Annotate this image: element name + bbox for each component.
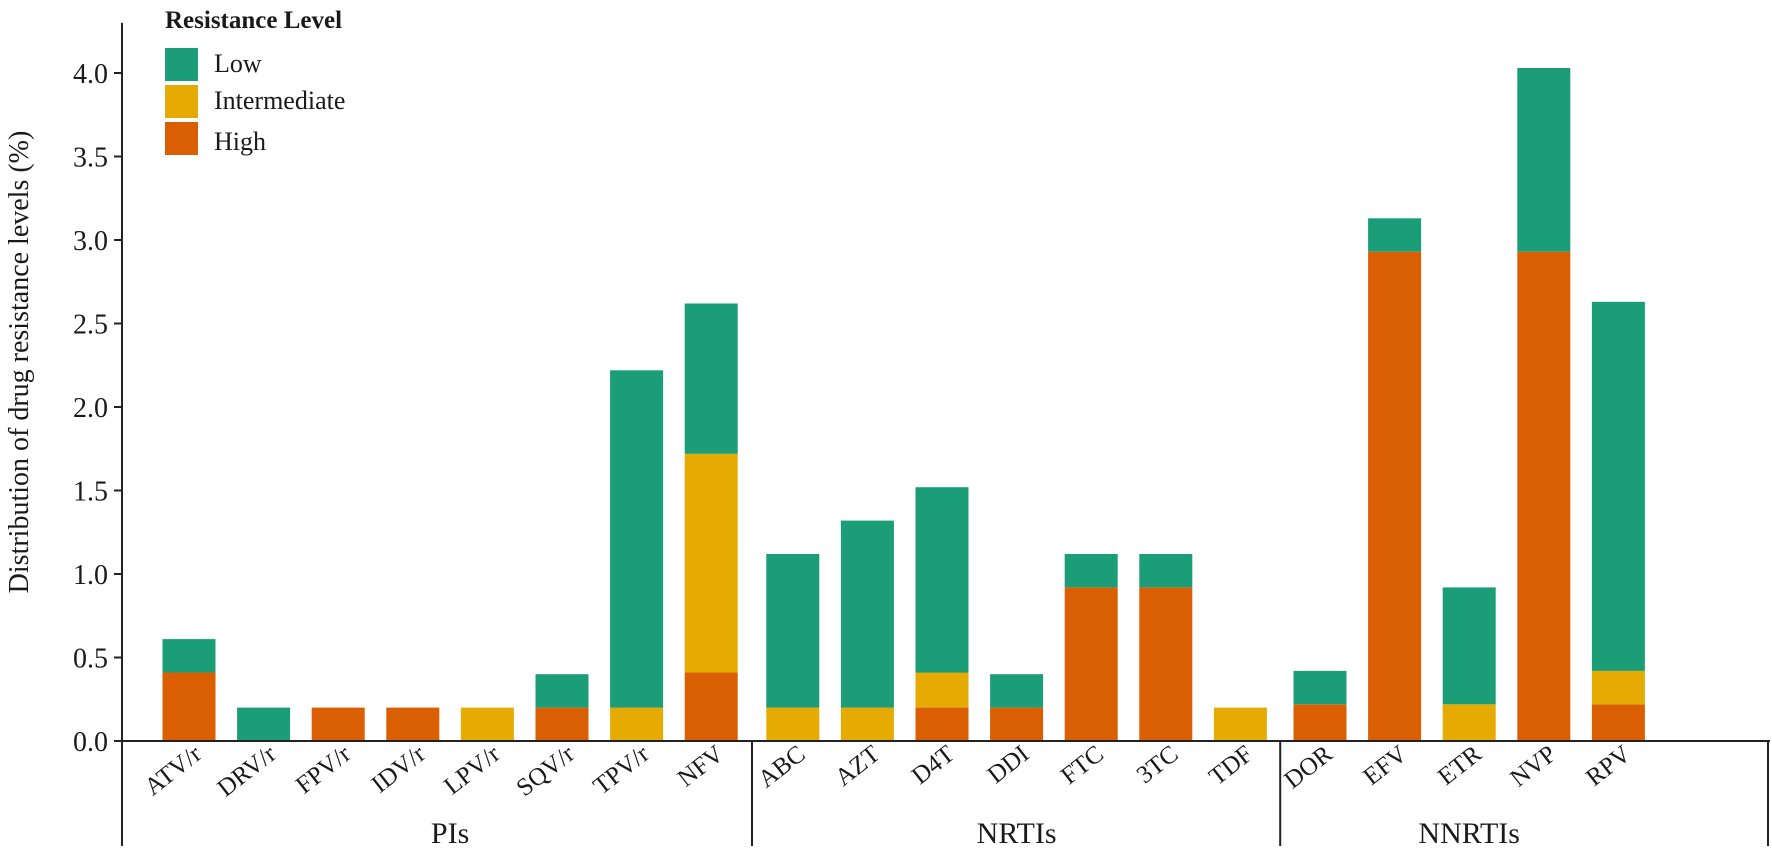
bar-azt-low [840,520,894,708]
bar-ftc-low [1064,554,1118,588]
bar-azt-intermediate [840,707,894,741]
bar-nvp-high [1517,251,1571,741]
bar-3tc-low [1139,554,1193,588]
x-tick-label: FPV/r [291,740,356,799]
x-tick-label: ETR [1433,740,1487,791]
legend-swatch-intermediate [165,85,198,118]
y-tick-label: 4.0 [73,59,108,90]
x-tick-label: ABC [753,740,810,793]
bar-d4t-high [915,707,969,741]
bar-dor-low [1293,670,1347,705]
y-tick-label: 2.0 [73,393,108,424]
bar-d4t-low [915,487,969,673]
y-tick-label: 0.0 [73,727,108,758]
bar-atvr-high [162,672,216,741]
bar-drvr-low [237,707,291,741]
bar-etr-low [1442,587,1496,705]
bar-ftc-high [1064,587,1118,741]
bar-tdf-intermediate [1213,707,1267,741]
x-tick-label: DOR [1279,740,1337,794]
bar-nvp-low [1517,68,1571,252]
bar-efv-low [1368,218,1422,252]
x-tick-label: IDV/r [367,740,431,798]
legend: Resistance Level Low Intermediate High [165,7,345,156]
group-label-nrtis: NRTIs [977,817,1057,850]
legend-label-high: High [214,127,266,156]
bar-abc-low [766,554,820,708]
bar-nfv-high [684,672,738,741]
group-label-nnrtis: NNRTIs [1418,817,1520,850]
x-tick-label: TDF [1204,740,1258,790]
bar-dor-high [1293,704,1347,741]
bar-rpv-low [1591,301,1645,671]
bar-rpv-high [1591,704,1645,741]
x-tick-label: RPV [1581,740,1636,791]
bar-sqvr-high [535,707,589,741]
bar-rpv-intermediate [1591,670,1645,705]
legend-label-low: Low [214,49,262,78]
bar-atvr-low [162,639,216,673]
x-tick-label: D4T [907,740,960,789]
y-tick-label: 2.5 [73,310,108,341]
legend-label-intermediate: Intermediate [214,86,345,115]
x-tick-label: NFV [673,740,729,792]
x-tick-label: DDI [983,740,1035,789]
bar-tpvr-intermediate [610,707,664,741]
x-tick-label: TPV/r [588,740,654,800]
bar-tpvr-low [610,370,664,708]
bar-efv-high [1368,251,1422,741]
legend-swatch-low [165,48,198,81]
y-tick-label: 3.0 [73,226,108,257]
x-tick-label: FTC [1056,740,1109,790]
bar-sqvr-low [535,674,589,708]
bar-3tc-high [1139,587,1193,741]
x-tick-label: AZT [830,740,885,791]
bar-lpvr-intermediate [460,707,514,741]
x-tick-label: EFV [1358,740,1412,790]
x-tick-label: DRV/r [213,740,282,802]
group-label-pis: PIs [431,817,469,850]
bar-fpvr-high [311,707,365,741]
x-tick-label: ATV/r [140,740,207,801]
bar-abc-intermediate [766,707,820,741]
bar-nfv-low [684,303,738,454]
bar-idvr-high [386,707,440,741]
bar-d4t-intermediate [915,672,969,708]
x-tick-label: 3TC [1132,740,1184,789]
y-tick-label: 1.5 [73,477,108,508]
y-tick-label: 1.0 [73,560,108,591]
legend-swatch-high [165,122,198,155]
y-tick-label: 0.5 [73,644,108,675]
bar-ddi-high [990,707,1044,741]
bar-nfv-intermediate [684,453,738,673]
bar-ddi-low [990,674,1044,708]
x-tick-label: LPV/r [439,740,505,800]
y-axis-label: Distribution of drug resistance levels (… [4,131,35,594]
legend-title: Resistance Level [165,7,342,34]
x-tick-label: NVP [1505,740,1561,792]
y-tick-label: 3.5 [73,143,108,174]
bar-etr-intermediate [1442,704,1496,741]
x-tick-label: SQV/r [512,740,581,802]
